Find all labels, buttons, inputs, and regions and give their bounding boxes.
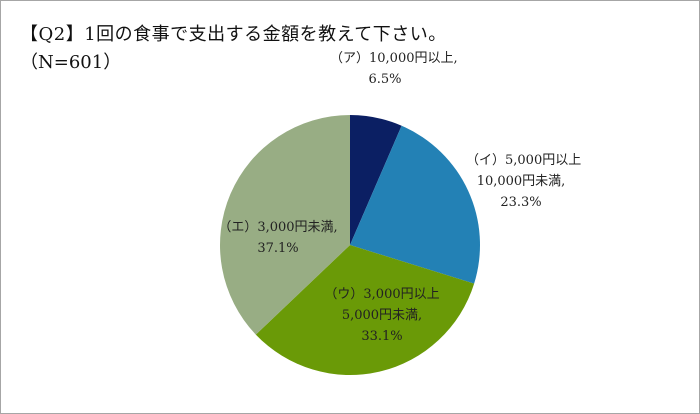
label-u-line1: （ウ）3,000円以上	[324, 287, 440, 302]
label-u: （ウ）3,000円以上 5,000円未満, 33.1%	[322, 284, 442, 347]
label-e: （エ）3,000円未満, 37.1%	[218, 217, 338, 259]
label-i-line1: （イ）5,000円以上	[466, 153, 582, 168]
slice-i	[350, 125, 480, 284]
label-i-line2: 10,000円未満,	[476, 174, 566, 189]
slice-a	[350, 115, 402, 245]
label-a-value: 6.5%	[368, 72, 402, 87]
label-u-value: 33.1%	[361, 329, 403, 344]
label-i: （イ）5,000円以上 10,000円未満, 23.3%	[466, 150, 582, 213]
slice-e	[220, 115, 350, 335]
label-e-value: 37.1%	[257, 241, 299, 256]
label-a-line1: （ア）10,000円以上,	[330, 51, 458, 66]
sample-size-label: （N=601）	[20, 52, 122, 73]
label-e-line1: （エ）3,000円未満,	[218, 220, 338, 235]
label-u-line2: 5,000円未満,	[341, 308, 423, 323]
label-a: （ア）10,000円以上, 6.5%	[330, 48, 458, 90]
label-i-value: 23.3%	[500, 195, 542, 210]
chart-title: 【Q2】1回の食事で支出する金額を教えて下さい。	[20, 24, 447, 45]
slice-u	[255, 245, 475, 375]
